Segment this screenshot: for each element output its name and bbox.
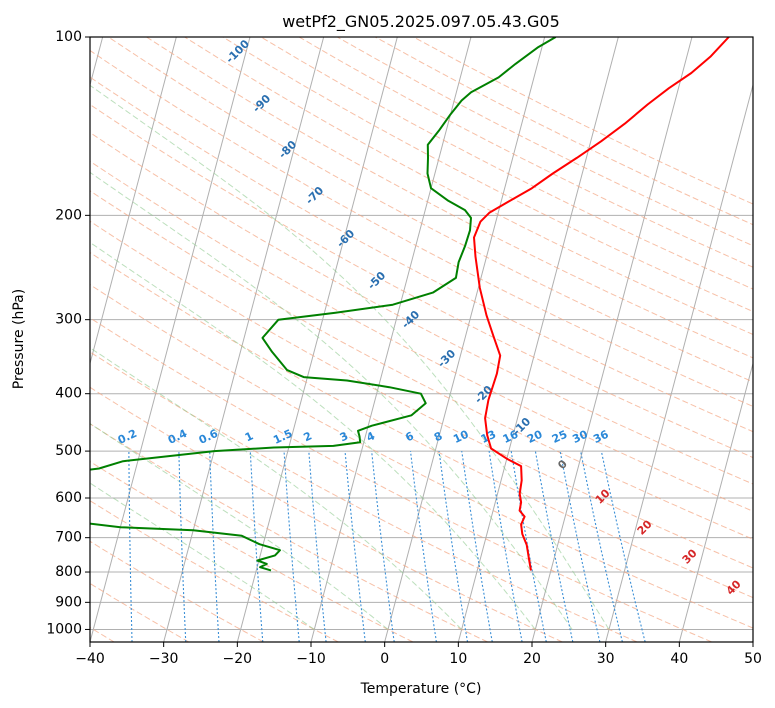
x-tick-label: −30 bbox=[149, 651, 179, 667]
mixing-ratio-label: 36 bbox=[591, 428, 611, 446]
dry-adiabat bbox=[90, 540, 264, 642]
dry-adiabat bbox=[90, 423, 488, 642]
dry-adiabat bbox=[90, 317, 712, 642]
isotherm-gridline bbox=[90, 37, 251, 642]
mixing-ratio-line bbox=[510, 451, 547, 642]
mixing-ratio-label: 20 bbox=[525, 428, 545, 446]
dry-adiabat bbox=[90, 220, 753, 569]
temperature-profile-line bbox=[473, 37, 730, 571]
moist-adiabat bbox=[90, 347, 463, 630]
mixing-ratio-line bbox=[409, 451, 437, 642]
y-tick-label: 800 bbox=[55, 564, 82, 580]
y-tick-label: 500 bbox=[55, 443, 82, 459]
isotherm-gridline bbox=[236, 37, 398, 642]
dry-adiabat bbox=[90, 284, 753, 629]
x-tick-label: 20 bbox=[523, 651, 541, 667]
isotherm-gridline bbox=[531, 37, 693, 642]
x-tick-label: −10 bbox=[296, 651, 326, 667]
mixing-ratio-line bbox=[559, 450, 601, 642]
isotherm-gridline bbox=[457, 37, 619, 642]
moist-adiabat bbox=[90, 482, 315, 630]
dry-adiabat bbox=[90, 351, 638, 642]
x-axis-label: Temperature (°C) bbox=[360, 681, 482, 697]
dry-adiabat bbox=[90, 582, 190, 642]
mixing-ratio-line bbox=[488, 451, 523, 642]
mixing-ratio-line bbox=[283, 451, 300, 642]
x-tick-label: 50 bbox=[744, 651, 762, 667]
mixing-ratio-line bbox=[438, 451, 469, 642]
dry-adiabat bbox=[184, 37, 753, 336]
y-tick-label: 100 bbox=[55, 29, 82, 45]
y-axis-label: Pressure (hPa) bbox=[11, 289, 27, 389]
mixing-ratio-line bbox=[580, 450, 623, 642]
y-tick-label: 700 bbox=[55, 530, 82, 546]
dewpoint-profile-line bbox=[90, 37, 557, 572]
moist-adiabat bbox=[90, 84, 610, 630]
x-tick-label: 10 bbox=[449, 651, 467, 667]
mixing-ratio-line bbox=[534, 451, 574, 642]
moist-adiabat bbox=[90, 423, 389, 630]
mixing-ratio-line bbox=[308, 451, 327, 642]
dry-adiabat bbox=[260, 37, 753, 290]
x-tick-label: −20 bbox=[223, 651, 253, 667]
dry-adiabat bbox=[90, 460, 414, 642]
chart-title: wetPf2_GN05.2025.097.05.43.G05 bbox=[282, 12, 560, 32]
dry-adiabat bbox=[90, 251, 753, 599]
isotherm-gridline bbox=[163, 37, 325, 642]
isotherm-gridline bbox=[605, 82, 753, 642]
mixing-ratio-line bbox=[600, 450, 646, 642]
mixing-ratio-label: 10 bbox=[451, 428, 471, 446]
y-tick-label: 200 bbox=[55, 207, 82, 223]
plot-frame bbox=[89, 36, 754, 643]
dry-adiabat bbox=[90, 76, 753, 433]
mixing-ratio-label: 16 bbox=[501, 428, 521, 446]
isotherm-gridline bbox=[678, 361, 753, 642]
y-tick-label: 900 bbox=[55, 594, 82, 610]
moist-adiabat bbox=[90, 171, 573, 630]
mixing-ratio-label: 30 bbox=[570, 428, 590, 446]
dry-adiabat bbox=[90, 386, 563, 642]
isotherm-gridline bbox=[90, 37, 177, 366]
isotherm-gridline bbox=[384, 37, 546, 642]
x-tick-label: −40 bbox=[75, 651, 105, 667]
x-tick-label: 30 bbox=[597, 651, 615, 667]
dry-adiabat bbox=[90, 131, 753, 485]
y-tick-label: 1000 bbox=[46, 621, 82, 637]
dry-adiabat bbox=[108, 37, 753, 383]
plot-area: 0.10.20.40.611.52346810131620253036-100-… bbox=[69, 37, 753, 642]
x-tick-label: 0 bbox=[380, 651, 389, 667]
dry-adiabat bbox=[90, 160, 753, 512]
dry-adiabat bbox=[90, 190, 753, 540]
mixing-ratio-line bbox=[344, 451, 366, 642]
y-tick-label: 400 bbox=[55, 386, 82, 402]
mixing-ratio-line bbox=[461, 451, 493, 642]
mixing-ratio-label: 25 bbox=[550, 428, 569, 446]
y-tick-label: 300 bbox=[55, 312, 82, 328]
axes: −40 −30 −20 −10 0 10 20 30 40 50 100 200 300 400 500 60… bbox=[46, 29, 762, 667]
mixing-ratio-line bbox=[371, 451, 395, 642]
y-tick-label: 600 bbox=[55, 490, 82, 506]
mixing-ratio-label: 0.1 bbox=[69, 427, 92, 447]
x-tick-label: 40 bbox=[670, 651, 688, 667]
